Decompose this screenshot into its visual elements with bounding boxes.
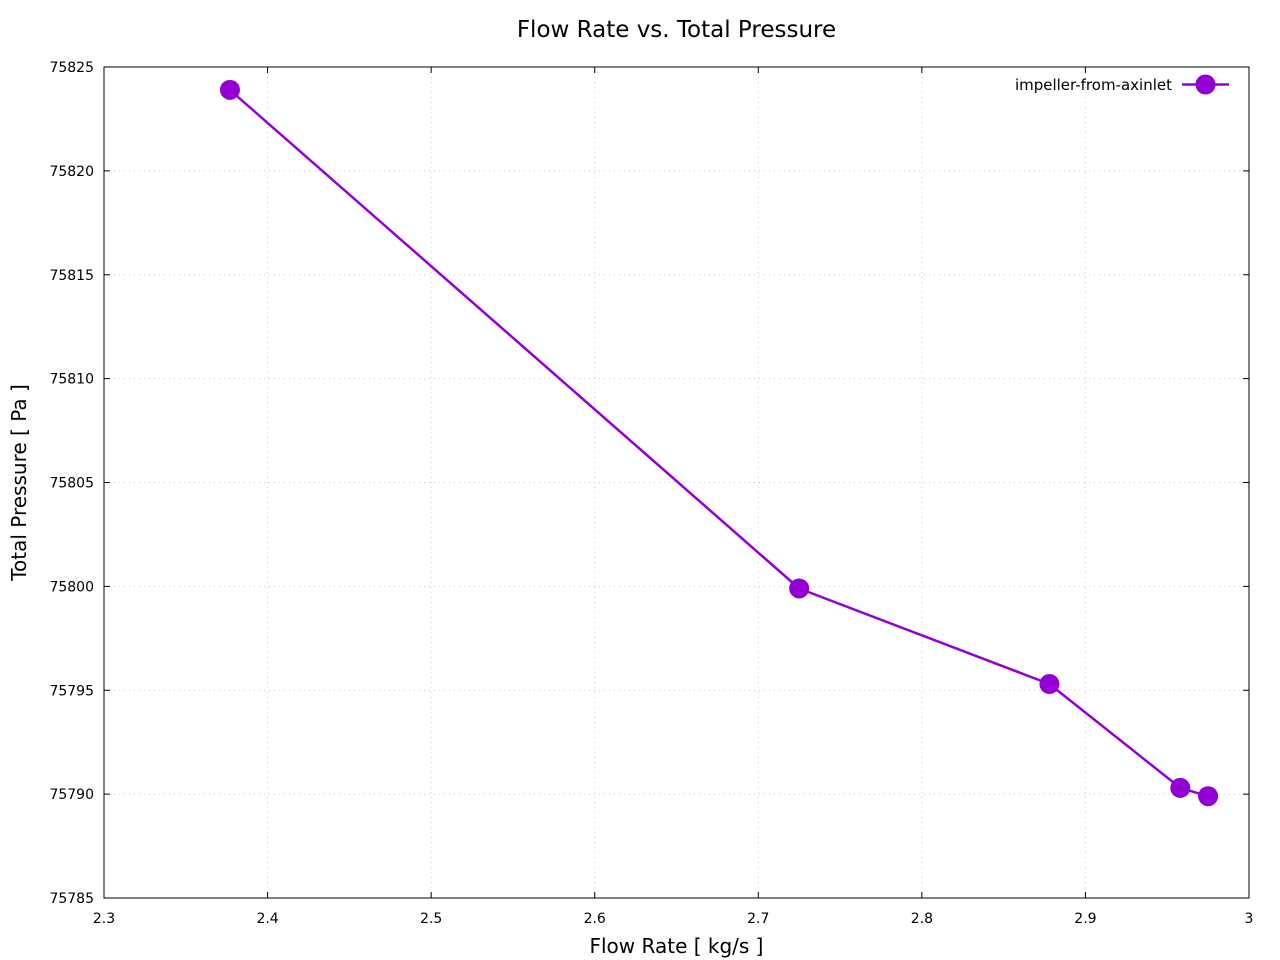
y-tick-label: 75825 [49,60,94,76]
data-point [1170,777,1191,798]
legend: impeller-from-axinlet [1015,74,1229,95]
data-point [1198,786,1219,807]
y-tick-label: 75795 [49,683,94,699]
x-tick-label: 3 [1245,911,1254,927]
y-tick-label: 75785 [49,891,94,907]
grid-layer [104,67,1249,898]
x-tick-label: 2.5 [420,911,442,927]
y-tick-label: 75820 [49,164,94,180]
y-tick-label: 75800 [49,579,94,595]
x-tick-label: 2.3 [93,911,115,927]
legend-marker-sample [1195,74,1216,95]
chart-title: Flow Rate vs. Total Pressure [517,17,836,43]
x-tick-label: 2.8 [911,911,933,927]
y-tick-label: 75815 [49,268,94,284]
x-axis-label: Flow Rate [ kg/s ] [590,934,764,958]
data-point [219,79,240,100]
y-tick-label: 75805 [49,476,94,492]
series-layer [219,79,1219,807]
data-point [789,578,810,599]
y-axis-label: Total Pressure [ Pa ] [7,384,31,582]
y-tick-label: 75810 [49,372,94,388]
data-point [1039,674,1060,695]
legend-entry-label: impeller-from-axinlet [1015,76,1172,94]
x-tick-label: 2.7 [747,911,769,927]
x-tick-label: 2.6 [584,911,606,927]
y-tick-label: 75790 [49,787,94,803]
x-tick-label: 2.4 [256,911,278,927]
x-tick-label: 2.9 [1074,911,1096,927]
tick-layer: 2.3 2.4 2.5 2.6 2.7 2.8 2.9 3 75785 75790 75795 758… [49,60,1253,927]
